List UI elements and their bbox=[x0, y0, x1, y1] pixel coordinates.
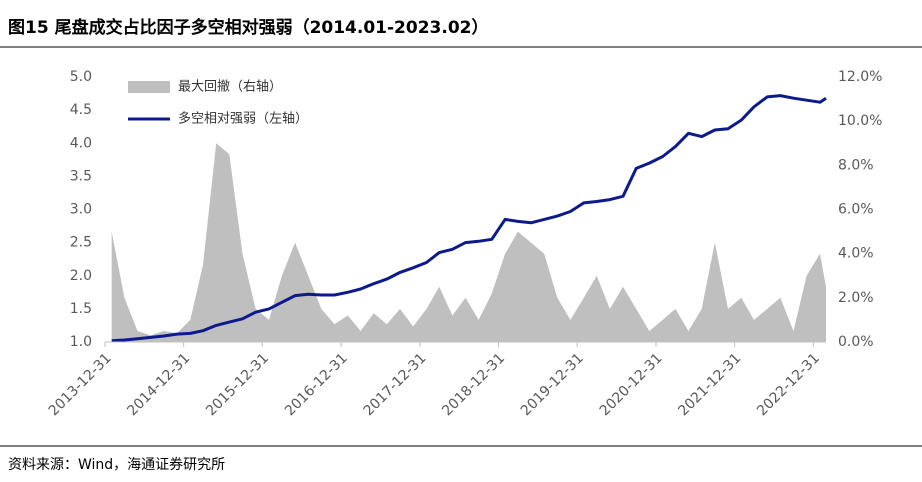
x-tick-label: 2019-12-31 bbox=[518, 350, 587, 419]
chart-title: 图15 尾盘成交占比因子多空相对强弱（2014.01-2023.02） bbox=[8, 17, 489, 38]
y-tick-label: 3.0 bbox=[70, 202, 92, 218]
y-tick-label: 3.5 bbox=[70, 168, 92, 184]
y2-tick-label: 2.0% bbox=[838, 290, 874, 306]
y2-tick-label: 4.0% bbox=[838, 246, 874, 262]
x-tick-label: 2016-12-31 bbox=[282, 350, 351, 419]
y-tick-label: 4.0 bbox=[70, 135, 92, 151]
x-tick-label: 2013-12-31 bbox=[46, 350, 115, 419]
y2-tick-label: 6.0% bbox=[838, 202, 874, 218]
y-tick-label: 2.0 bbox=[70, 268, 92, 284]
x-tick-label: 2022-12-31 bbox=[754, 350, 823, 419]
y2-tick-label: 8.0% bbox=[838, 157, 874, 173]
x-tick-label: 2021-12-31 bbox=[675, 350, 744, 419]
strength-line bbox=[111, 94, 827, 343]
y-tick-label: 4.5 bbox=[70, 102, 92, 118]
y-tick-label: 1.5 bbox=[70, 301, 92, 317]
y2-tick-label: 10.0% bbox=[838, 113, 882, 129]
source: 资料来源：Wind，海通证券研究所 bbox=[8, 457, 225, 473]
y-tick-label: 2.5 bbox=[70, 235, 92, 251]
drawdown-area bbox=[111, 143, 826, 342]
x-tick-label: 2015-12-31 bbox=[203, 350, 272, 419]
legend-label: 最大回撤（右轴） bbox=[178, 79, 282, 95]
y-tick-label: 1.0 bbox=[70, 334, 92, 350]
x-tick-label: 2018-12-31 bbox=[439, 350, 508, 419]
x-tick-label: 2014-12-31 bbox=[124, 350, 193, 419]
legend-label: 多空相对强弱（左轴） bbox=[178, 111, 308, 127]
legend-swatch bbox=[128, 81, 170, 93]
y-tick-label: 5.0 bbox=[70, 69, 92, 85]
x-tick-label: 2017-12-31 bbox=[361, 350, 430, 419]
x-tick-label: 2020-12-31 bbox=[597, 350, 666, 419]
y2-tick-label: 12.0% bbox=[838, 69, 882, 85]
y2-tick-label: 0.0% bbox=[838, 334, 874, 350]
